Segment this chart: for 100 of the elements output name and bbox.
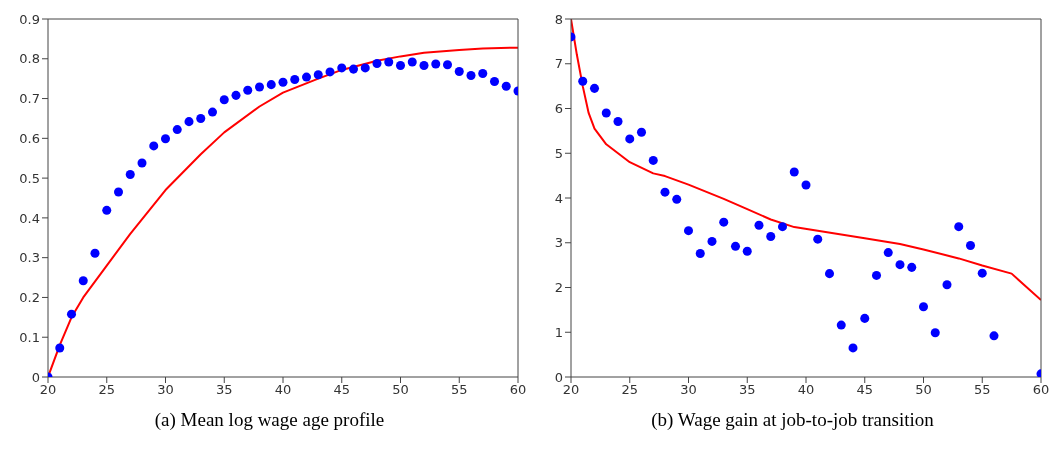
point (243, 85, 253, 95)
x-tick-label: 30 (680, 382, 697, 398)
point (578, 76, 588, 86)
point (478, 68, 488, 78)
point (372, 59, 382, 69)
point (824, 269, 835, 279)
point (66, 309, 77, 319)
x-tick-label: 25 (621, 382, 639, 398)
point (989, 331, 999, 341)
point (149, 141, 159, 151)
point (196, 113, 206, 123)
point (254, 82, 265, 92)
point (683, 226, 694, 236)
y-tick-label: 6 (554, 101, 563, 117)
point (419, 61, 429, 71)
point (883, 248, 893, 258)
point (301, 72, 312, 82)
y-tick-label: 3 (554, 235, 563, 251)
text: (a) Mean log wage age profile (153, 409, 386, 431)
point (184, 117, 194, 127)
point (954, 222, 964, 232)
point (965, 240, 976, 250)
point (895, 260, 905, 270)
point (672, 194, 682, 204)
point (613, 116, 623, 126)
y-tick-label: 8 (554, 11, 563, 27)
point (442, 60, 453, 70)
x-tick-label: 35 (738, 382, 756, 398)
text: (b) Wage gain at job-to-job transition (650, 409, 935, 431)
point (719, 217, 729, 227)
y-tick-label: 0.1 (19, 329, 40, 345)
x-tick-label: 60 (509, 382, 527, 398)
point (813, 234, 823, 244)
point (754, 220, 764, 230)
point (278, 77, 288, 87)
point (648, 155, 658, 165)
point (90, 248, 100, 258)
point (742, 246, 752, 256)
x-tick-label: 30 (157, 382, 174, 398)
point (836, 320, 846, 330)
point (348, 64, 359, 74)
point (395, 61, 406, 71)
x-tick-label: 50 (392, 382, 409, 398)
y-tick-label: 0.7 (19, 91, 40, 107)
point (431, 59, 441, 69)
x-tick-label: 20 (39, 382, 57, 398)
y-tick-label: 1 (554, 324, 563, 340)
point (55, 343, 65, 353)
point (219, 95, 229, 105)
point (730, 241, 741, 251)
point (172, 125, 182, 135)
x-tick-label: 25 (98, 382, 116, 398)
y-tick-label: 0.4 (19, 210, 40, 226)
point (660, 187, 670, 197)
point (636, 127, 647, 137)
point (766, 231, 776, 241)
point (918, 302, 929, 312)
point (290, 74, 300, 84)
y-tick-label: 5 (554, 145, 563, 161)
y-tick-label: 0.3 (19, 250, 40, 266)
point (860, 313, 870, 323)
point (589, 83, 600, 93)
x-tick-label: 35 (215, 382, 233, 398)
point (466, 70, 476, 80)
point (102, 205, 112, 215)
point (313, 70, 323, 80)
point (501, 81, 511, 91)
y-tick-label: 0.6 (19, 130, 40, 146)
y-tick-label: 7 (554, 56, 563, 72)
point (625, 134, 635, 144)
x-tick-label: 40 (274, 382, 292, 398)
x-tick-label: 45 (856, 382, 874, 398)
y-tick-label: 0 (31, 369, 40, 385)
y-tick-label: 0.8 (19, 51, 40, 67)
point (160, 134, 171, 144)
point (137, 158, 147, 168)
point (777, 222, 788, 232)
point (848, 343, 858, 353)
point (695, 248, 705, 258)
point (907, 262, 917, 272)
x-tick-label: 40 (797, 382, 815, 398)
point (207, 107, 218, 117)
point (325, 67, 335, 77)
point (871, 270, 882, 280)
point (789, 167, 799, 177)
point (454, 67, 464, 77)
y-tick-label: 2 (554, 280, 563, 296)
y-tick-label: 0.9 (19, 11, 40, 27)
x-tick-label: 50 (915, 382, 932, 398)
point (266, 80, 276, 90)
x-tick-label: 60 (1032, 382, 1050, 398)
point (942, 280, 952, 290)
point (930, 328, 940, 338)
point (337, 63, 347, 73)
point (407, 57, 417, 67)
y-tick-label: 0 (554, 369, 563, 385)
y-tick-label: 0.2 (19, 290, 40, 306)
x-tick-label: 55 (450, 382, 468, 398)
y-tick-label: 4 (554, 190, 563, 206)
point (125, 170, 135, 180)
